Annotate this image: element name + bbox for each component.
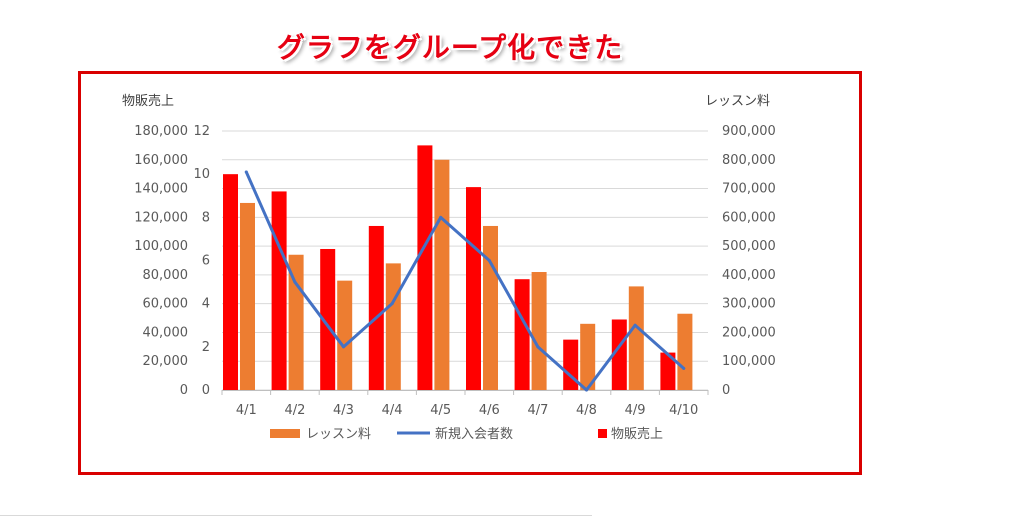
- bar-物販売上: [660, 352, 676, 390]
- left-axis-tick-label: 60,000: [143, 297, 189, 312]
- legend-label: 物販売上: [611, 426, 663, 442]
- right-axis-tick-label: 800,000: [722, 153, 776, 168]
- right-axis-tick-label: 200,000: [722, 325, 776, 340]
- right-axis-tick-label: 900,000: [722, 124, 776, 139]
- line-point: [293, 280, 297, 284]
- line-series: [244, 170, 686, 392]
- secondary-axis-tick-label: 12: [193, 124, 210, 139]
- x-tick-label: 4/4: [382, 403, 403, 418]
- x-tick-label: 4/6: [479, 403, 500, 418]
- bar-レッスン料: [240, 202, 255, 390]
- bar-物販売上: [466, 187, 481, 390]
- left-axis-tick-label: 160,000: [134, 153, 188, 168]
- bar-レッスン料: [628, 286, 644, 390]
- legend-label: レッスン料: [306, 427, 371, 442]
- bar-物販売上: [611, 319, 627, 390]
- right-axis-title: レッスン料: [705, 94, 770, 109]
- bar-レッスン料: [385, 263, 401, 390]
- left-axis-tick-label: 0: [180, 383, 188, 398]
- secondary-axis-tick-label: 10: [193, 167, 210, 182]
- secondary-axis-tick-label: 0: [202, 383, 210, 398]
- line-point: [585, 388, 588, 392]
- left-axis-tick-label: 100,000: [134, 239, 188, 254]
- axes: [221, 390, 709, 395]
- secondary-axis-tick-label: 4: [202, 297, 210, 312]
- secondary-axis-tick-label: 2: [202, 340, 210, 355]
- right-axis-tick-label: 700,000: [722, 182, 776, 197]
- line-新規入会者数: [244, 170, 686, 392]
- right-axis-tick-label: 100,000: [722, 354, 776, 369]
- legend: レッスン料 新規入会者数 物販売上: [270, 426, 663, 442]
- bar-レッスン料: [531, 272, 547, 390]
- line-point: [439, 215, 443, 219]
- bar-物販売上: [514, 279, 530, 390]
- line-point: [342, 345, 345, 349]
- left-axis-tick-label: 180,000: [134, 124, 188, 139]
- bar-レッスン料: [677, 313, 693, 390]
- left-axis-title: 物販売上: [122, 93, 174, 109]
- line-point: [633, 323, 637, 327]
- headline-title: グラフをグループ化できた: [276, 31, 624, 64]
- sheet-divider: [0, 515, 592, 516]
- bar-レッスン料: [580, 323, 596, 390]
- legend-swatch-bar: [598, 429, 607, 438]
- line-point: [487, 259, 491, 262]
- x-tick-label: 4/7: [527, 403, 548, 418]
- bar-レッスン料: [434, 159, 450, 390]
- x-tick-label: 4/3: [333, 403, 354, 418]
- left-axis-tick-label: 40,000: [143, 325, 189, 340]
- secondary-axis-tick-label: 6: [202, 254, 210, 269]
- bar-物販売上: [320, 248, 336, 390]
- legend-swatch-bar: [270, 429, 300, 438]
- bar-物販売上: [223, 174, 238, 390]
- right-axis-tick-label: 0: [722, 383, 730, 398]
- x-tick-label: 4/2: [284, 403, 305, 418]
- x-tick-label: 4/1: [236, 403, 257, 418]
- bar-物販売上: [417, 145, 433, 390]
- x-tick-label: 4/9: [625, 403, 646, 418]
- secondary-axis-tick-label: 8: [202, 210, 210, 225]
- right-axis-tick-label: 600,000: [722, 210, 776, 225]
- bar-レッスン料: [337, 280, 353, 390]
- x-tick-label: 4/5: [430, 403, 451, 418]
- x-tick-label: 4/10: [669, 403, 698, 418]
- right-axis-tick-label: 400,000: [722, 268, 776, 283]
- chart-group-frame: [78, 71, 862, 475]
- left-axis-tick-label: 120,000: [134, 210, 188, 225]
- bar-物販売上: [271, 191, 287, 390]
- x-tick-label: 4/8: [576, 403, 597, 418]
- legend-label: 新規入会者数: [435, 426, 513, 442]
- bars: [223, 145, 693, 390]
- line-point: [390, 302, 394, 306]
- left-axis-tick-label: 20,000: [143, 354, 189, 369]
- bar-物販売上: [368, 225, 384, 390]
- line-point: [536, 345, 540, 349]
- axis-labels: 4/1 4/2 4/3 4/4 4/5 4/6 4/7 4/8 4/9 4/10020,00040…: [122, 93, 776, 418]
- left-axis-tick-label: 140,000: [134, 182, 188, 197]
- line-point: [244, 170, 248, 174]
- line-point: [682, 366, 686, 370]
- right-axis-tick-label: 300,000: [722, 297, 776, 312]
- left-axis-tick-label: 80,000: [143, 268, 189, 283]
- right-axis-tick-label: 500,000: [722, 239, 776, 254]
- bar-レッスン料: [483, 225, 498, 390]
